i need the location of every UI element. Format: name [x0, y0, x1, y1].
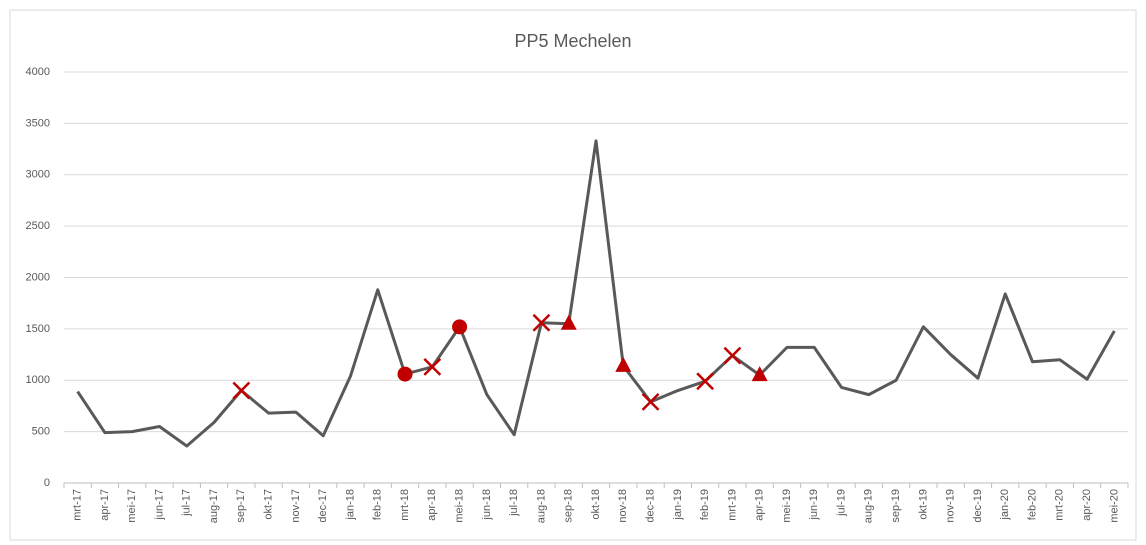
series-line: [76, 139, 1116, 448]
y-tick-label: 1000: [26, 374, 50, 386]
y-tick-label: 2500: [26, 220, 50, 232]
chart-frame: [9, 9, 1137, 541]
x-tick-label: sep-17: [235, 489, 247, 523]
marker-circle: [397, 366, 413, 382]
marker-x: [532, 313, 551, 332]
x-tick-label: nov-19: [945, 489, 957, 523]
y-tick-label: 500: [32, 426, 50, 438]
marker-x: [641, 392, 660, 411]
x-tick-label: jul-17: [181, 489, 193, 517]
y-tick-label: 1500: [26, 323, 50, 335]
x-tick-label: dec-17: [317, 489, 329, 523]
x-tick-label: mrt-17: [72, 489, 84, 521]
x-tick-label: jul-19: [835, 489, 847, 517]
y-tick-label: 3000: [26, 169, 50, 181]
marker-x: [423, 358, 442, 376]
x-tick-label: jun-18: [481, 489, 493, 521]
x-tick-label: nov-18: [617, 489, 629, 523]
marker-triangle: [560, 314, 577, 330]
x-tick-label: jun-17: [153, 489, 165, 521]
x-tick-label: okt-18: [590, 489, 602, 520]
x-tick-label: apr-18: [426, 489, 438, 521]
chart-title: PP5 Mechelen: [514, 31, 631, 51]
x-tick-label: jul-18: [508, 489, 520, 517]
x-tick-label: jun-19: [808, 489, 820, 521]
x-tick-label: jan-18: [344, 489, 356, 521]
x-tick-label: mei-19: [781, 489, 793, 523]
marker-x: [232, 381, 251, 400]
x-tick-label: okt-19: [917, 489, 929, 520]
x-tick-label: dec-19: [972, 489, 984, 523]
y-tick-label: 4000: [26, 66, 50, 78]
x-tick-label: feb-20: [1026, 489, 1038, 520]
x-tick-label: nov-17: [290, 489, 302, 523]
y-tick-label: 0: [44, 477, 50, 489]
x-tick-label: mei-20: [1108, 489, 1120, 523]
x-tick-label: sep-19: [890, 489, 902, 523]
x-tick-label: aug-17: [208, 489, 220, 523]
marker-triangle: [751, 366, 768, 382]
x-tick-label: mei-18: [453, 489, 465, 523]
x-tick-label: mrt-18: [399, 489, 411, 521]
marker-circle: [452, 319, 468, 335]
x-tick-label: mrt-20: [1054, 489, 1066, 521]
x-tick-label: okt-17: [263, 489, 275, 520]
marker-x: [723, 346, 742, 365]
x-tick-label: sep-18: [563, 489, 575, 523]
x-tick-label: apr-20: [1081, 489, 1093, 521]
y-tick-label: 3500: [26, 117, 50, 129]
x-tick-label: feb-18: [372, 489, 384, 520]
x-tick-label: mrt-19: [726, 489, 738, 521]
x-tick-label: feb-19: [699, 489, 711, 520]
x-tick-label: apr-17: [99, 489, 111, 521]
x-tick-label: mei-17: [126, 489, 138, 523]
marker-x: [696, 372, 715, 391]
y-tick-label: 2000: [26, 271, 50, 283]
x-tick-label: dec-18: [644, 489, 656, 523]
x-tick-label: jan-20: [999, 489, 1011, 521]
x-tick-label: aug-19: [863, 489, 875, 523]
x-tick-label: jan-19: [672, 489, 684, 521]
x-tick-label: apr-19: [754, 489, 766, 521]
x-tick-label: aug-18: [535, 489, 547, 523]
marker-triangle: [615, 356, 632, 372]
